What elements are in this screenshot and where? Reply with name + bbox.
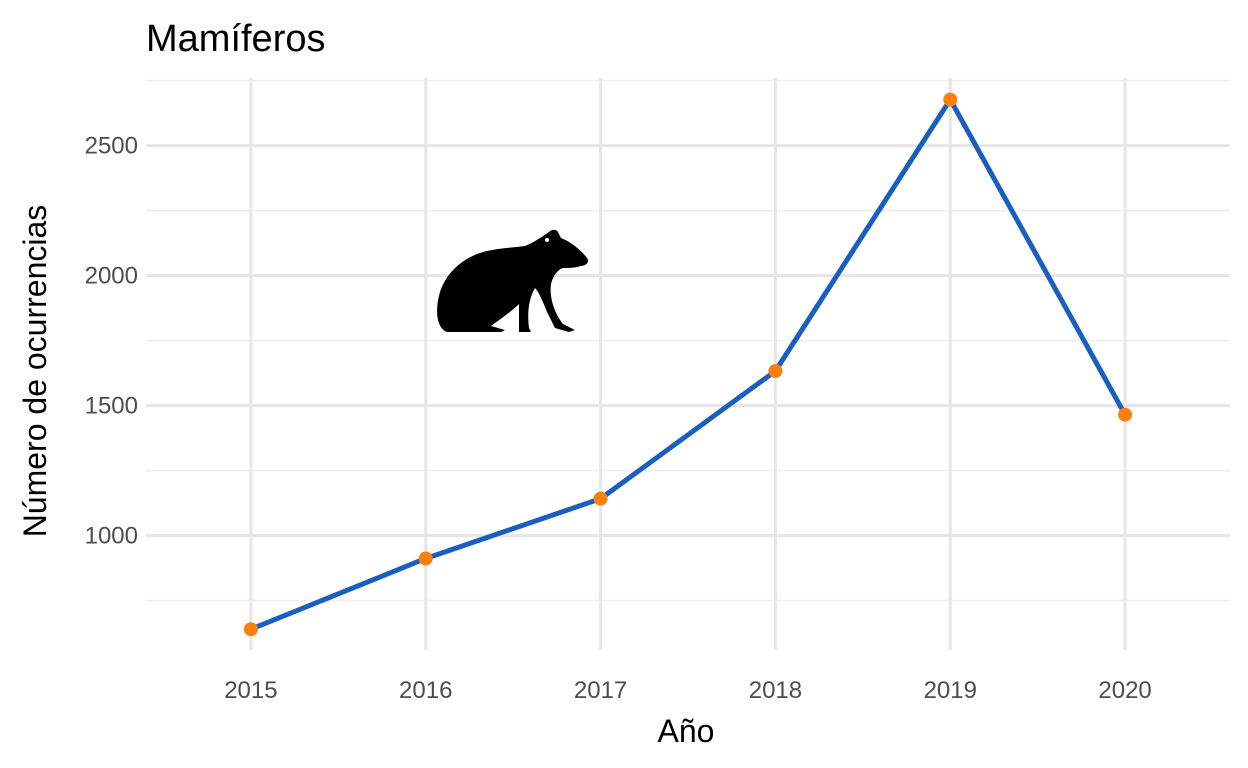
x-axis-title: Año bbox=[658, 713, 715, 749]
y-tick-label: 2500 bbox=[85, 133, 138, 160]
y-axis-title: Número de ocurrencias bbox=[17, 205, 53, 538]
series-line bbox=[249, 97, 1128, 632]
x-tick-label: 2016 bbox=[399, 677, 452, 704]
data-point bbox=[418, 551, 433, 566]
chart-title: Mamíferos bbox=[146, 18, 325, 60]
y-tick-label: 1500 bbox=[85, 393, 138, 420]
x-tick-label: 2019 bbox=[924, 677, 977, 704]
minor-gridlines bbox=[146, 79, 1230, 602]
x-tick-label: 2017 bbox=[574, 677, 627, 704]
major-gridlines bbox=[146, 78, 1230, 650]
data-point bbox=[243, 622, 258, 637]
x-axis-tick-labels: 2015 2016 2017 2018 2019 2020 bbox=[224, 677, 1152, 704]
y-axis-tick-labels: 1000 1500 2000 2500 bbox=[85, 133, 138, 550]
data-point bbox=[1118, 407, 1133, 422]
x-tick-label: 2018 bbox=[749, 677, 802, 704]
y-tick-label: 2000 bbox=[85, 263, 138, 290]
y-tick-label: 1000 bbox=[85, 523, 138, 550]
data-point bbox=[943, 92, 958, 107]
x-tick-label: 2015 bbox=[224, 677, 277, 704]
data-point bbox=[593, 491, 608, 506]
capybara-silhouette-icon bbox=[437, 229, 589, 332]
data-points bbox=[243, 92, 1133, 637]
x-tick-label: 2020 bbox=[1098, 677, 1151, 704]
data-point bbox=[768, 364, 783, 379]
